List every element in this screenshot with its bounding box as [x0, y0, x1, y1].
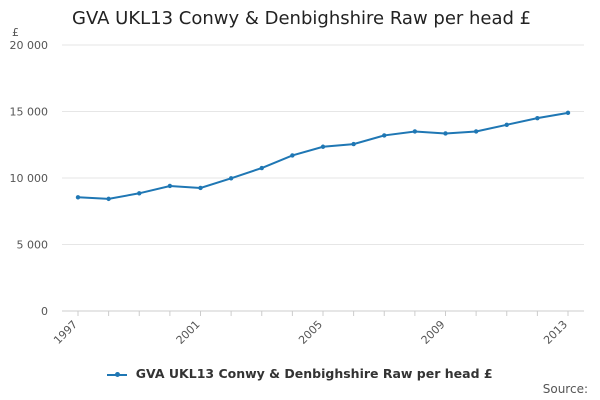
- data-point[interactable]: [198, 185, 203, 191]
- data-point[interactable]: [290, 153, 295, 158]
- y-axis-label: £: [12, 26, 19, 39]
- x-tick-label: 2009: [419, 318, 448, 347]
- data-point[interactable]: [320, 144, 326, 149]
- data-point[interactable]: [75, 195, 81, 200]
- y-tick-label: 0: [41, 305, 48, 318]
- x-tick-label: 2001: [174, 318, 203, 347]
- data-point[interactable]: [137, 191, 142, 196]
- x-tick-label: 2013: [541, 318, 570, 347]
- y-tick-label: 10 000: [10, 172, 49, 185]
- source-label: Source:: [542, 382, 588, 396]
- legend[interactable]: GVA UKL13 Conwy & Denbighshire Raw per h…: [0, 366, 600, 381]
- data-point[interactable]: [382, 133, 387, 138]
- x-axis-ticks: 1997 2001 2005 2009 2013: [51, 311, 570, 347]
- data-point[interactable]: [228, 176, 234, 181]
- legend-marker: [107, 371, 128, 377]
- data-point[interactable]: [167, 183, 173, 189]
- series-line[interactable]: [77, 111, 569, 200]
- gridlines: [62, 44, 584, 312]
- data-point[interactable]: [259, 165, 264, 171]
- series-layer: [75, 110, 571, 202]
- chart-title: GVA UKL13 Conwy & Denbighshire Raw per h…: [72, 8, 532, 29]
- y-tick-label: 15 000: [10, 106, 49, 119]
- data-point[interactable]: [443, 131, 448, 136]
- x-tick-label: 1997: [51, 318, 80, 347]
- data-point[interactable]: [535, 115, 540, 121]
- data-point[interactable]: [106, 196, 111, 202]
- y-tick-label: 5 000: [17, 239, 49, 252]
- y-tick-label: 20 000: [10, 39, 49, 52]
- data-point[interactable]: [565, 110, 571, 116]
- x-tick-label: 2005: [296, 318, 325, 347]
- data-point[interactable]: [473, 129, 479, 134]
- y-axis-ticks: £0 5 000 10 000 15 000 20 000: [10, 26, 49, 318]
- data-point[interactable]: [351, 141, 356, 147]
- data-point[interactable]: [412, 129, 418, 134]
- data-point[interactable]: [504, 122, 509, 128]
- legend-label: GVA UKL13 Conwy & Denbighshire Raw per h…: [135, 366, 493, 381]
